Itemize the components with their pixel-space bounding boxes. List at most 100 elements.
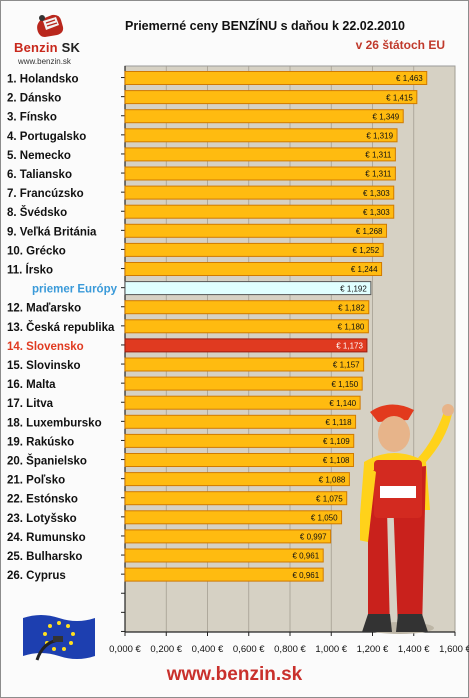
logo-brand-suffix: SK (61, 40, 81, 55)
x-tick-label: 1,400 € (398, 644, 430, 655)
bar (124, 185, 395, 200)
bar-value-label: € 1,463 (396, 74, 423, 83)
bar-value-label: € 1,311 (365, 151, 392, 160)
x-tick-label: 0,200 € (150, 644, 182, 655)
category-label: 17. Litva (7, 398, 54, 410)
bar-value-label: € 1,180 (338, 323, 365, 332)
x-tick-label: 0,400 € (192, 644, 224, 655)
bar (124, 510, 343, 525)
bar (124, 281, 372, 296)
bar-value-label: € 1,173 (336, 342, 363, 351)
bar-value-label: € 1,415 (386, 93, 413, 102)
category-label: 6. Taliansko (7, 169, 72, 181)
bar-value-label: € 0,997 (300, 533, 327, 542)
bar-value-label: € 1,140 (329, 399, 356, 408)
category-label: 8. Švédsko (7, 206, 67, 219)
bar (124, 147, 396, 162)
category-label: priemer Európy (32, 284, 118, 296)
chart-title: Priemerné ceny BENZÍNU s daňou k 22.02.2… (125, 19, 405, 33)
category-label: 24. Rumunsko (7, 532, 86, 544)
category-label: 11. Írsko (7, 264, 53, 277)
bar-value-label: € 1,319 (366, 132, 393, 141)
category-label: 5. Nemecko (7, 150, 71, 162)
bar-value-label: € 1,050 (311, 514, 338, 523)
category-label: 19. Rakúsko (7, 436, 74, 448)
bar (124, 300, 370, 315)
bar-value-label: € 1,182 (338, 303, 365, 312)
category-label: 25. Bulharsko (7, 551, 82, 563)
category-label: 15. Slovinsko (7, 360, 81, 372)
footer-url: www.benzin.sk (166, 664, 303, 685)
bar (124, 128, 398, 143)
category-label: 4. Portugalsko (7, 131, 86, 143)
bar-value-label: € 1,349 (373, 112, 400, 121)
eu-flag-icon (23, 615, 95, 661)
bar (124, 433, 355, 448)
bar (124, 453, 355, 467)
x-tick-label: 1,000 € (315, 644, 347, 655)
bar-value-label: € 1,311 (365, 170, 392, 179)
bar (124, 491, 348, 506)
benzin-logo: Benzin SK www.benzin.sk (6, 10, 94, 66)
bar (124, 357, 365, 372)
fuel-can-icon (37, 14, 64, 37)
category-label: 23. Lotyšsko (7, 513, 77, 525)
bar (124, 472, 350, 487)
bar (124, 204, 395, 219)
category-label: 20. Španielsko (7, 455, 87, 468)
bar (124, 319, 369, 334)
bar (124, 262, 383, 276)
bar-value-label: € 0,961 (293, 552, 320, 561)
category-label: 3. Fínsko (7, 112, 57, 124)
bar-value-label: € 1,109 (323, 437, 350, 446)
category-label: 18. Luxembursko (7, 417, 102, 429)
bar (124, 71, 428, 85)
x-tick-label: 0,800 € (274, 644, 306, 655)
bar (124, 529, 332, 544)
chart-subtitle: v 26 štátoch EU (355, 38, 445, 52)
bar (124, 567, 324, 582)
category-label: 9. Veľká Británia (7, 226, 97, 238)
bar-value-label: € 0,961 (293, 571, 320, 580)
bar-value-label: € 1,303 (363, 208, 390, 217)
bar (124, 109, 404, 124)
bar (124, 242, 384, 257)
bar (124, 90, 418, 105)
mechanic-illustration (360, 404, 454, 634)
bar-value-label: € 1,088 (319, 475, 346, 484)
category-label: 7. Francúzsko (7, 188, 84, 200)
category-label: 14. Slovensko (7, 341, 84, 353)
category-label: 26. Cyprus (7, 570, 66, 582)
category-label: 16. Malta (7, 379, 56, 391)
bar-value-label: € 1,157 (333, 361, 360, 370)
category-label: 2. Dánsko (7, 93, 61, 105)
bar-value-label: € 1,118 (325, 418, 352, 427)
category-label: 10. Grécko (7, 245, 66, 257)
logo-site: www.benzin.sk (18, 57, 71, 66)
bar-value-label: € 1,192 (340, 284, 367, 293)
category-label: 1. Holandsko (7, 74, 79, 86)
bar-value-label: € 1,268 (356, 227, 383, 236)
category-label: 13. Česká republika (7, 321, 115, 334)
bar (124, 166, 396, 181)
category-label: 22. Estónsko (7, 494, 78, 506)
x-tick-label: 0,000 € (109, 644, 141, 655)
bar-value-label: € 1,303 (363, 189, 390, 198)
bar (124, 414, 357, 429)
logo-brand-main: Benzin (14, 40, 58, 55)
bar (124, 548, 324, 563)
bar-value-label: € 1,252 (353, 246, 380, 255)
bar-value-label: € 1,075 (316, 494, 343, 503)
bar-value-label: € 1,108 (323, 456, 350, 465)
bar (124, 376, 363, 391)
bar (124, 395, 361, 410)
x-tick-label: 1,200 € (357, 644, 389, 655)
x-tick-label: 1,600 € (439, 644, 469, 655)
category-label: 12. Maďarsko (7, 303, 81, 315)
bar (124, 338, 368, 353)
x-tick-label: 0,600 € (233, 644, 265, 655)
bar (124, 223, 388, 238)
bar-value-label: € 1,150 (331, 380, 358, 389)
bar-value-label: € 1,244 (351, 265, 378, 274)
